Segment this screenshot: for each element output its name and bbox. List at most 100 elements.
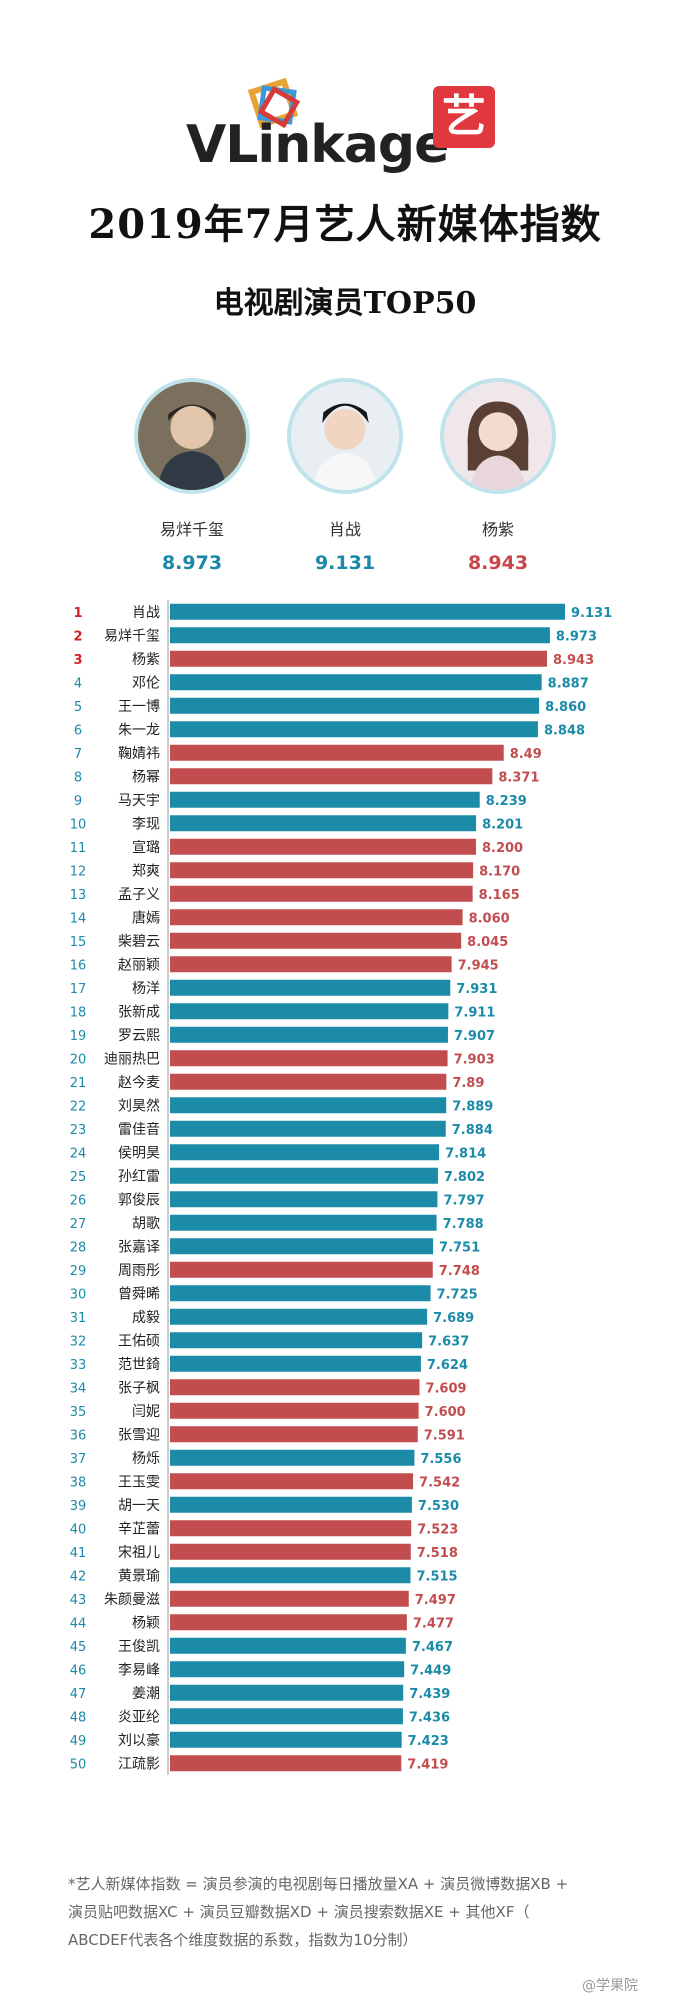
category-label: 赵今麦 — [118, 1075, 160, 1091]
category-label: 张子枫 — [118, 1380, 160, 1396]
category-label: 黄景瑜 — [118, 1567, 160, 1584]
category-label: 胡歌 — [132, 1216, 160, 1232]
rank-label: 39 — [70, 1499, 87, 1514]
data-label: 7.477 — [413, 1616, 454, 1631]
category-label: 朱一龙 — [118, 722, 160, 738]
bar — [170, 1520, 412, 1537]
bar — [170, 862, 474, 879]
data-label: 7.436 — [409, 1710, 450, 1725]
data-label: 8.973 — [556, 629, 597, 644]
top3-section: 易烊千玺 8.973 肖战 9.131 杨紫 8.943 — [0, 378, 690, 574]
data-label: 7.518 — [417, 1546, 458, 1561]
category-label: 柴碧云 — [118, 934, 160, 950]
category-label: 李现 — [132, 816, 160, 832]
data-label: 7.637 — [428, 1334, 469, 1349]
category-label: 杨颖 — [132, 1615, 160, 1631]
rank-label: 30 — [70, 1287, 87, 1302]
data-label: 7.725 — [437, 1287, 478, 1302]
category-label: 李易峰 — [118, 1662, 160, 1678]
vlinkage-logo-text: VLinkage — [186, 115, 449, 175]
category-label: 郑爽 — [132, 863, 160, 879]
data-label: 7.931 — [456, 982, 497, 997]
person-photo-icon — [138, 382, 246, 490]
bar — [170, 1003, 449, 1020]
rank-label: 23 — [70, 1123, 87, 1138]
top3-card-2: 易烊千玺 8.973 — [112, 378, 272, 574]
bar — [170, 1120, 446, 1137]
category-label: 宋祖儿 — [118, 1545, 160, 1561]
footnote-line-3: ABCDEF代表各个维度数据的系数，指数为10分制） — [68, 1931, 418, 1949]
category-label: 杨烁 — [132, 1451, 160, 1467]
bar — [170, 1308, 428, 1325]
category-label: 侯明昊 — [118, 1145, 160, 1161]
data-label: 8.49 — [510, 747, 542, 762]
data-label: 7.903 — [454, 1052, 495, 1067]
bar — [170, 1496, 412, 1513]
bar — [170, 627, 550, 644]
category-label: 唐嫣 — [132, 909, 160, 926]
rank-label: 35 — [70, 1405, 87, 1420]
data-label: 7.467 — [412, 1640, 453, 1655]
rank-label: 22 — [70, 1099, 87, 1114]
rank-label: 3 — [73, 653, 82, 668]
bar — [170, 697, 540, 714]
data-label: 7.802 — [444, 1170, 485, 1185]
top3-name: 杨紫 — [481, 520, 514, 539]
avatar — [134, 378, 250, 494]
bar — [170, 932, 462, 949]
footnote: *艺人新媒体指数 = 演员参演的电视剧每日播放量XA + 演员微博数据XB + … — [68, 1870, 648, 1954]
person-photo-icon — [291, 382, 399, 490]
data-label: 7.523 — [417, 1522, 458, 1537]
rank-label: 17 — [70, 982, 87, 997]
data-label: 7.945 — [458, 958, 499, 973]
data-label: 7.419 — [407, 1757, 448, 1772]
avatar — [287, 378, 403, 494]
category-label: 肖战 — [132, 605, 160, 621]
data-label: 8.371 — [498, 770, 539, 785]
watermark: @学果院 — [582, 1978, 638, 1994]
bar — [170, 1473, 414, 1490]
rank-label: 10 — [70, 817, 87, 832]
yi-logo-badge: 艺 — [433, 86, 495, 148]
category-label: 王一博 — [118, 698, 160, 715]
top3-card-3: 杨紫 8.943 — [418, 378, 578, 574]
bar — [170, 744, 504, 761]
rank-label: 19 — [70, 1029, 87, 1044]
bar — [170, 1426, 418, 1443]
data-label: 7.556 — [420, 1452, 461, 1467]
vlinkage-logo-icon — [247, 77, 301, 129]
data-label: 7.751 — [439, 1240, 480, 1255]
data-label: 8.848 — [544, 723, 585, 738]
category-label: 邓伦 — [132, 675, 160, 691]
data-label: 9.131 — [571, 606, 612, 621]
bar — [170, 1708, 403, 1725]
category-label: 张新成 — [118, 1004, 160, 1020]
rank-label: 46 — [70, 1663, 87, 1678]
top3-name: 易烊千玺 — [159, 520, 224, 539]
category-label: 张嘉译 — [118, 1239, 160, 1255]
rank-label: 40 — [70, 1522, 87, 1537]
category-label: 辛芷蕾 — [118, 1521, 160, 1537]
category-label: 胡一天 — [118, 1498, 160, 1514]
bar — [170, 1402, 419, 1419]
data-label: 8.887 — [548, 676, 589, 691]
avatar — [440, 378, 556, 494]
category-label: 王玉雯 — [118, 1474, 160, 1490]
ranking-bar-chart-svg: 1 肖战 9.131 2 易烊千玺 8.973 3 杨紫 8.943 4 邓伦 8.887 5 王一博 8.… — [70, 600, 612, 1775]
data-label: 7.542 — [419, 1475, 460, 1490]
bar — [170, 1567, 411, 1584]
bar — [170, 1214, 437, 1231]
category-label: 马天宇 — [118, 793, 160, 809]
bar — [170, 1755, 402, 1772]
ranking-bar-chart: 1 肖战 9.131 2 易烊千玺 8.973 3 杨紫 8.943 4 邓伦 8.887 5 王一博 8.… — [0, 600, 690, 1800]
data-label: 7.449 — [410, 1663, 451, 1678]
top3-value: 9.131 — [314, 552, 376, 574]
bar — [170, 721, 538, 738]
category-label: 姜潮 — [132, 1686, 160, 1702]
bar — [170, 768, 493, 785]
data-label: 7.89 — [452, 1076, 484, 1091]
bar — [170, 1238, 434, 1255]
bar — [170, 1261, 433, 1278]
category-label: 宣璐 — [132, 840, 160, 856]
category-label: 炎亚纶 — [118, 1709, 160, 1725]
